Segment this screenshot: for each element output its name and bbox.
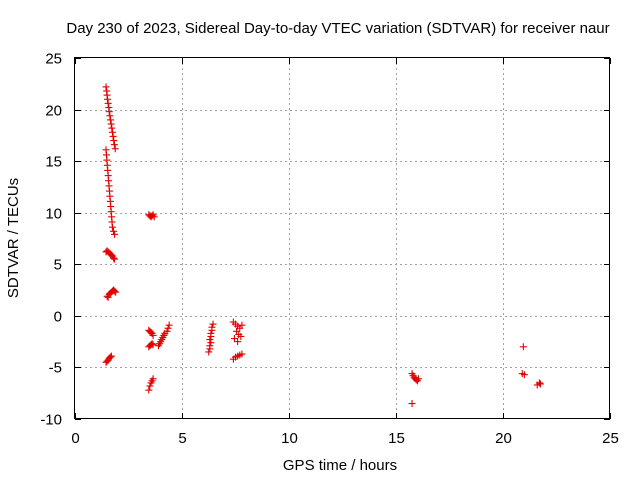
data-point [205, 348, 213, 356]
x-tick-label: 20 [495, 430, 512, 447]
data-point [111, 287, 119, 295]
y-tick-label: -10 [40, 412, 62, 429]
data-point [104, 99, 112, 107]
data-point [108, 128, 116, 136]
data-point [234, 338, 242, 346]
y-tick-label: 15 [45, 154, 62, 171]
data-point [150, 213, 158, 221]
data-point [106, 112, 114, 120]
data-point [149, 331, 157, 339]
data-point [110, 227, 118, 235]
x-axis-ticks: 0 5 10 15 20 25 [71, 58, 619, 447]
data-point [110, 137, 118, 145]
x-tick-label: 0 [71, 430, 79, 447]
data-point [207, 339, 215, 347]
data-point [104, 95, 112, 103]
data-point [108, 223, 116, 231]
data-point [109, 132, 117, 140]
data-points [102, 83, 544, 408]
x-tick-label: 25 [602, 430, 619, 447]
data-point [111, 255, 119, 263]
data-point [536, 380, 544, 388]
x-tick-label: 5 [178, 430, 186, 447]
plot-frame [74, 57, 610, 419]
data-point [238, 350, 246, 358]
data-point [149, 341, 157, 349]
y-tick-label: 10 [45, 206, 62, 223]
data-point [105, 108, 113, 116]
data-point [107, 120, 115, 128]
data-point [207, 329, 215, 337]
data-point [206, 336, 214, 344]
data-point [238, 321, 246, 329]
y-axis-label: SDTVAR / TECUs [5, 178, 22, 298]
x-axis-label: GPS time / hours [283, 457, 397, 474]
data-point [106, 353, 114, 361]
data-point [102, 83, 110, 91]
y-tick-label: 0 [54, 309, 62, 326]
grid [75, 58, 610, 419]
y-tick-label: 20 [45, 103, 62, 120]
data-point [164, 324, 172, 332]
y-tick-label: -5 [49, 360, 62, 377]
data-point [520, 371, 528, 379]
data-point [111, 145, 119, 153]
data-point [535, 379, 543, 387]
x-tick-label: 15 [388, 430, 405, 447]
data-point [146, 382, 154, 390]
data-point [408, 400, 416, 408]
data-point [519, 343, 527, 351]
data-point [107, 352, 115, 360]
data-point [208, 323, 216, 331]
data-point [110, 141, 118, 149]
data-point [148, 340, 156, 348]
y-tick-label: 5 [54, 257, 62, 274]
x-tick-label: 10 [281, 430, 298, 447]
data-point [206, 342, 214, 350]
data-point [414, 375, 422, 383]
data-point [149, 375, 157, 383]
data-point [237, 332, 245, 340]
data-point [110, 254, 118, 262]
data-point [111, 230, 119, 238]
data-point [112, 288, 120, 296]
data-point [230, 335, 238, 343]
data-point [165, 321, 173, 329]
data-point [145, 386, 153, 394]
y-tick-label: 25 [45, 51, 62, 68]
data-point [163, 327, 171, 335]
data-point [104, 293, 112, 301]
chart-title: Day 230 of 2023, Sidereal Day-to-day VTE… [66, 20, 609, 37]
data-point [107, 116, 115, 124]
data-point [108, 124, 116, 132]
data-point [209, 320, 217, 328]
